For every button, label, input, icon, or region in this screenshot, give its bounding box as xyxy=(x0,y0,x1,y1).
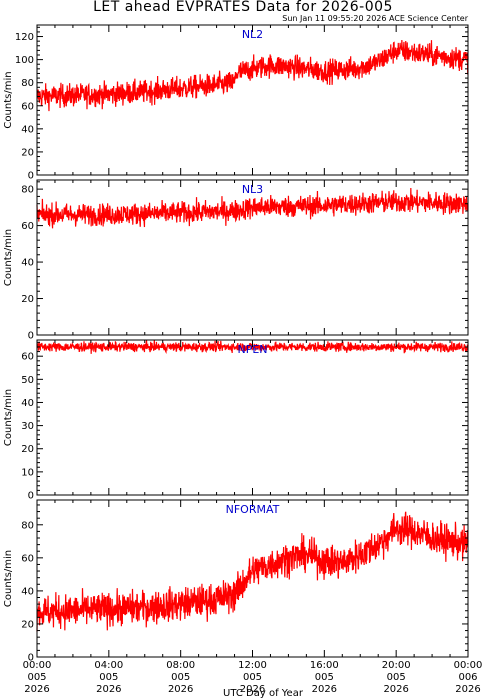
panel-nl2: 0 20 40 60 80 100 120 Counts/min NL2 xyxy=(3,24,469,182)
y-tick-label: 120 xyxy=(15,32,34,43)
y-tick-label: 60 xyxy=(21,352,34,363)
x-tick-label-year: 2026 xyxy=(312,684,337,695)
chart-title: LET ahead EVPRATES Data for 2026-005 xyxy=(93,0,393,15)
panel-nformat: 0 20 40 60 80 Counts/min NFORMAT xyxy=(3,499,469,664)
y-tick-label: 100 xyxy=(15,55,34,66)
y-tick-label: 40 xyxy=(21,124,34,135)
y-tick-label: 40 xyxy=(21,398,34,409)
x-tick-label-day: 005 xyxy=(99,672,118,683)
y-tick-label: 60 xyxy=(21,101,34,112)
y-tick-label: 20 xyxy=(21,294,34,305)
x-tick-label-time: 00:00 xyxy=(23,660,52,671)
y-tick-label: 10 xyxy=(21,467,34,478)
panel-nl3: 0 20 40 60 80 Counts/min NL3 xyxy=(3,179,469,342)
x-tick-label-time: 04:00 xyxy=(94,660,123,671)
x-tick-label-day: 005 xyxy=(387,672,406,683)
x-tick-label-day: 005 xyxy=(315,672,334,683)
x-tick-label-time: 12:00 xyxy=(238,660,267,671)
panel-label-nl2: NL2 xyxy=(242,28,263,41)
x-axis: 00:00005202604:00005202608:00005202612:0… xyxy=(23,660,482,695)
y-tick-label: 40 xyxy=(21,586,34,597)
x-tick-label-year: 2026 xyxy=(168,684,193,695)
x-tick-label-time: 20:00 xyxy=(382,660,411,671)
panel-label-nl3: NL3 xyxy=(242,183,263,196)
x-tick-label-year: 2026 xyxy=(455,684,480,695)
y-tick-label: 20 xyxy=(21,444,34,455)
x-tick-label-day: 005 xyxy=(27,672,46,683)
y-tick-label: 50 xyxy=(21,375,34,386)
x-tick-label-time: 00:00 xyxy=(454,660,482,671)
panel-frame xyxy=(36,339,469,496)
y-tick-label: 0 xyxy=(28,331,34,342)
y-tick-label: 30 xyxy=(21,421,34,432)
y-axis-label: Counts/min xyxy=(3,71,14,128)
series-line-nl3 xyxy=(36,188,469,229)
x-tick-label-year: 2026 xyxy=(96,684,121,695)
panel-label-nformat: NFORMAT xyxy=(226,503,280,516)
panel-group: 020406080100120Counts/minNL2020406080Cou… xyxy=(3,24,469,664)
series-line-nl2 xyxy=(36,40,469,112)
x-axis-label: UTC Day of Year xyxy=(223,688,304,699)
y-axis-label: Counts/min xyxy=(3,229,14,286)
x-tick-label-day: 005 xyxy=(171,672,190,683)
y-tick-label: 60 xyxy=(21,553,34,564)
series-line-nformat xyxy=(36,511,469,632)
x-tick-label-day: 006 xyxy=(458,672,477,683)
x-tick-label-time: 16:00 xyxy=(310,660,339,671)
y-tick-label: 80 xyxy=(21,520,34,531)
y-tick-label: 20 xyxy=(21,619,34,630)
x-tick-label-day: 005 xyxy=(243,672,262,683)
y-tick-label: 0 xyxy=(28,653,34,664)
panel-npen: 0 10 20 30 40 50 60 Counts/min NPEN xyxy=(3,339,469,502)
chart-subtitle: Sun Jan 11 09:55:20 2026 ACE Science Cen… xyxy=(282,14,468,23)
y-tick-label: 0 xyxy=(28,491,34,502)
y-tick-label: 60 xyxy=(21,221,34,232)
y-tick-label: 0 xyxy=(28,171,34,182)
y-tick-label: 80 xyxy=(21,185,34,196)
y-tick-label: 80 xyxy=(21,78,34,89)
x-tick-label-year: 2026 xyxy=(383,684,408,695)
x-tick-label-year: 2026 xyxy=(24,684,49,695)
x-tick-label-time: 08:00 xyxy=(166,660,195,671)
panel-frame xyxy=(36,499,469,658)
y-axis-label: Counts/min xyxy=(3,389,14,446)
y-tick-label: 40 xyxy=(21,258,34,269)
panel-label-npen: NPEN xyxy=(237,343,267,356)
y-tick-label: 20 xyxy=(21,147,34,158)
x-tick-label-year: 2026 xyxy=(240,684,265,695)
y-axis-label: Counts/min xyxy=(3,550,14,607)
